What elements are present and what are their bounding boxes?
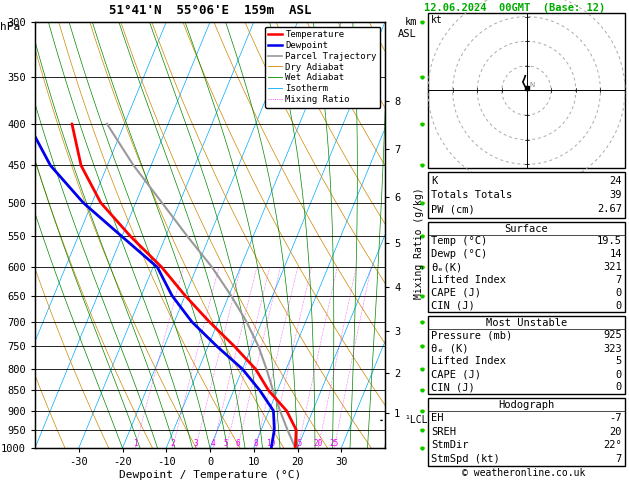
Text: 8: 8 xyxy=(253,439,259,448)
Text: PW (cm): PW (cm) xyxy=(431,204,475,214)
Text: Hodograph: Hodograph xyxy=(498,400,555,410)
Bar xyxy=(428,172,625,218)
Text: 7: 7 xyxy=(616,275,622,285)
Text: -7: -7 xyxy=(610,413,622,423)
Text: StmDir: StmDir xyxy=(431,440,469,451)
Bar xyxy=(428,398,625,466)
Text: SREH: SREH xyxy=(431,427,456,436)
Text: 20: 20 xyxy=(313,439,323,448)
Text: 2.67: 2.67 xyxy=(597,204,622,214)
Text: 20: 20 xyxy=(610,427,622,436)
Text: 7: 7 xyxy=(616,454,622,464)
Text: © weatheronline.co.uk: © weatheronline.co.uk xyxy=(462,468,586,478)
Text: Lifted Index: Lifted Index xyxy=(431,275,506,285)
Text: 24: 24 xyxy=(610,176,622,186)
Text: 4: 4 xyxy=(210,439,215,448)
Bar xyxy=(428,316,625,394)
Text: 14: 14 xyxy=(610,249,622,259)
Text: 51°41'N  55°06'E  159m  ASL: 51°41'N 55°06'E 159m ASL xyxy=(109,4,311,17)
Text: Totals Totals: Totals Totals xyxy=(431,190,512,200)
Text: Mixing Ratio (g/kg): Mixing Ratio (g/kg) xyxy=(414,187,424,299)
Text: StmSpd (kt): StmSpd (kt) xyxy=(431,454,500,464)
Legend: Temperature, Dewpoint, Parcel Trajectory, Dry Adiabat, Wet Adiabat, Isotherm, Mi: Temperature, Dewpoint, Parcel Trajectory… xyxy=(265,27,381,107)
Text: 0: 0 xyxy=(616,300,622,311)
Text: 19.5: 19.5 xyxy=(597,236,622,246)
Text: CIN (J): CIN (J) xyxy=(431,300,475,311)
Text: θₑ(K): θₑ(K) xyxy=(431,262,462,272)
Text: 3: 3 xyxy=(193,439,198,448)
X-axis label: Dewpoint / Temperature (°C): Dewpoint / Temperature (°C) xyxy=(119,470,301,480)
Text: 0: 0 xyxy=(616,288,622,298)
Text: km
ASL: km ASL xyxy=(398,17,417,39)
Text: 10: 10 xyxy=(266,439,276,448)
Text: 1: 1 xyxy=(133,439,137,448)
Text: 2: 2 xyxy=(170,439,175,448)
Text: EH: EH xyxy=(431,413,443,423)
Bar xyxy=(428,13,625,168)
Text: Lifted Index: Lifted Index xyxy=(431,357,506,366)
Text: CAPE (J): CAPE (J) xyxy=(431,369,481,380)
Text: hPa: hPa xyxy=(0,22,20,32)
Text: Surface: Surface xyxy=(504,224,548,234)
Text: CAPE (J): CAPE (J) xyxy=(431,288,481,298)
Text: N: N xyxy=(529,82,534,88)
Text: Most Unstable: Most Unstable xyxy=(486,318,567,328)
Text: K: K xyxy=(431,176,437,186)
Text: 925: 925 xyxy=(603,330,622,341)
Text: kt: kt xyxy=(431,15,443,25)
Bar xyxy=(428,222,625,312)
Text: 22°: 22° xyxy=(603,440,622,451)
Text: Dewp (°C): Dewp (°C) xyxy=(431,249,487,259)
Text: Pressure (mb): Pressure (mb) xyxy=(431,330,512,341)
Text: 0: 0 xyxy=(616,382,622,393)
Text: 323: 323 xyxy=(603,344,622,353)
Text: Temp (°C): Temp (°C) xyxy=(431,236,487,246)
Text: 5: 5 xyxy=(616,357,622,366)
Text: 6: 6 xyxy=(235,439,240,448)
Text: ¹LCL: ¹LCL xyxy=(404,416,428,425)
Text: 12.06.2024  00GMT  (Base: 12): 12.06.2024 00GMT (Base: 12) xyxy=(424,3,605,13)
Text: 15: 15 xyxy=(293,439,303,448)
Text: 0: 0 xyxy=(616,369,622,380)
Text: CIN (J): CIN (J) xyxy=(431,382,475,393)
Text: 321: 321 xyxy=(603,262,622,272)
Text: 25: 25 xyxy=(330,439,339,448)
Text: θₑ (K): θₑ (K) xyxy=(431,344,469,353)
Text: 39: 39 xyxy=(610,190,622,200)
Text: 5: 5 xyxy=(224,439,228,448)
